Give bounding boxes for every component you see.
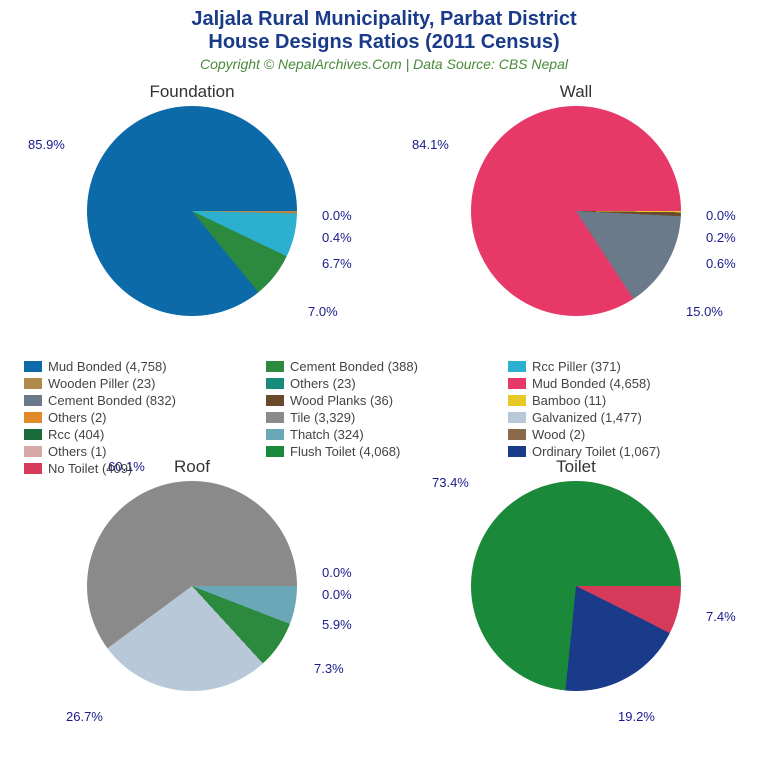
- legend-text: Rcc (404): [48, 427, 104, 442]
- legend-text: Wood Planks (36): [290, 393, 393, 408]
- legend-swatch: [24, 429, 42, 440]
- legend-text: Thatch (324): [290, 427, 364, 442]
- legend-swatch: [508, 446, 526, 457]
- pct-label: 15.0%: [686, 304, 723, 319]
- legend-swatch: [266, 395, 284, 406]
- legend-swatch: [266, 412, 284, 423]
- legend-item: Mud Bonded (4,658): [508, 375, 744, 392]
- legend-item: Cement Bonded (388): [266, 358, 502, 375]
- legend-swatch: [508, 412, 526, 423]
- chart-toilet: Toilet 73.4%7.4%19.2%: [384, 457, 768, 732]
- legend-swatch: [266, 361, 284, 372]
- pct-label: 0.0%: [706, 208, 736, 223]
- legend-swatch: [508, 395, 526, 406]
- legend-text: No Toilet (409): [48, 461, 132, 476]
- legend-text: Flush Toilet (4,068): [290, 444, 400, 459]
- pct-label: 7.3%: [314, 661, 344, 676]
- legend-item: Others (1): [24, 443, 260, 460]
- pct-label: 0.6%: [706, 256, 736, 271]
- legend-text: Others (2): [48, 410, 107, 425]
- legend-item: No Toilet (409): [24, 460, 260, 477]
- legend-text: Wood (2): [532, 427, 585, 442]
- pct-label: 5.9%: [322, 617, 352, 632]
- legend-swatch: [24, 412, 42, 423]
- chart-roof: Roof 60.1%0.0%0.0%5.9%7.3%26.7%: [0, 457, 384, 732]
- legend-swatch: [24, 463, 42, 474]
- chart-wall-title: Wall: [384, 82, 768, 102]
- legend-swatch: [24, 378, 42, 389]
- pct-label: 84.1%: [412, 137, 449, 152]
- legend-item: Bamboo (11): [508, 392, 744, 409]
- legend-text: Galvanized (1,477): [532, 410, 642, 425]
- legend-item: Galvanized (1,477): [508, 409, 744, 426]
- legend-item: Others (23): [266, 375, 502, 392]
- legend-swatch: [266, 429, 284, 440]
- legend-item: Cement Bonded (832): [24, 392, 260, 409]
- title-line-2: House Designs Ratios (2011 Census): [0, 31, 768, 54]
- legend-item: Wood Planks (36): [266, 392, 502, 409]
- legend-text: Others (1): [48, 444, 107, 459]
- legend-text: Cement Bonded (388): [290, 359, 418, 374]
- legend-item: Flush Toilet (4,068): [266, 443, 502, 460]
- legend-item: Others (2): [24, 409, 260, 426]
- legend-swatch: [24, 361, 42, 372]
- pct-label: 0.0%: [322, 587, 352, 602]
- legend-swatch: [266, 378, 284, 389]
- pct-label: 85.9%: [28, 137, 65, 152]
- legend-swatch: [508, 378, 526, 389]
- pie-toilet: [471, 481, 681, 691]
- title-line-1: Jaljala Rural Municipality, Parbat Distr…: [0, 8, 768, 31]
- pct-label: 0.4%: [322, 230, 352, 245]
- legend-text: Mud Bonded (4,658): [532, 376, 651, 391]
- legend-text: Mud Bonded (4,758): [48, 359, 167, 374]
- legend-item: Ordinary Toilet (1,067): [508, 443, 744, 460]
- pct-label: 6.7%: [322, 256, 352, 271]
- pct-label: 7.4%: [706, 609, 736, 624]
- legend-text: Wooden Piller (23): [48, 376, 155, 391]
- legend-item: Rcc Piller (371): [508, 358, 744, 375]
- legend-swatch: [508, 429, 526, 440]
- legend-swatch: [24, 446, 42, 457]
- legend-item: Tile (3,329): [266, 409, 502, 426]
- legend-swatch: [24, 395, 42, 406]
- pct-label: 7.0%: [308, 304, 338, 319]
- legend-text: Others (23): [290, 376, 356, 391]
- legend-text: Ordinary Toilet (1,067): [532, 444, 660, 459]
- pct-label: 26.7%: [66, 709, 103, 724]
- pct-label: 73.4%: [432, 475, 469, 490]
- subtitle: Copyright © NepalArchives.Com | Data Sou…: [0, 56, 768, 72]
- chart-wall: Wall 84.1% 0.0% 0.2% 0.6% 15.0%: [384, 82, 768, 357]
- pie-wall: [471, 106, 681, 316]
- pie-roof: [87, 481, 297, 691]
- legend-item: Wooden Piller (23): [24, 375, 260, 392]
- legend-swatch: [508, 361, 526, 372]
- pie-foundation: [87, 106, 297, 316]
- legend: Mud Bonded (4,758) Cement Bonded (388) Rcc…: [24, 358, 744, 477]
- legend-text: Tile (3,329): [290, 410, 355, 425]
- chart-foundation: Foundation 85.9% 0.0% 0.4% 6.7% 7.0%: [0, 82, 384, 357]
- pct-label: 0.2%: [706, 230, 736, 245]
- legend-text: Bamboo (11): [532, 393, 606, 408]
- chart-foundation-title: Foundation: [0, 82, 384, 102]
- legend-text: Rcc Piller (371): [532, 359, 621, 374]
- legend-item: Wood (2): [508, 426, 744, 443]
- legend-item: Mud Bonded (4,758): [24, 358, 260, 375]
- legend-swatch: [266, 446, 284, 457]
- pct-label: 19.2%: [618, 709, 655, 724]
- legend-item: Thatch (324): [266, 426, 502, 443]
- legend-item: Rcc (404): [24, 426, 260, 443]
- legend-text: Cement Bonded (832): [48, 393, 176, 408]
- pct-label: 0.0%: [322, 565, 352, 580]
- pct-label: 0.0%: [322, 208, 352, 223]
